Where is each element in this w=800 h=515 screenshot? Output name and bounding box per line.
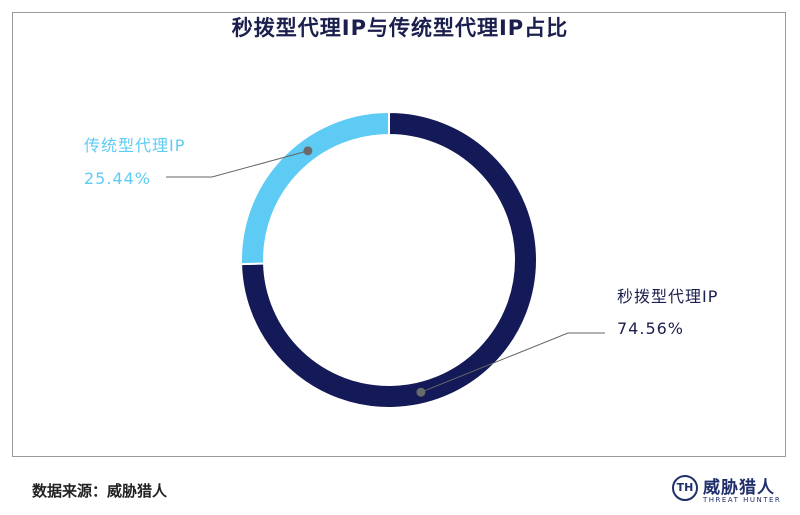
leader-dot-2: [303, 146, 313, 156]
leader-line-2: [166, 150, 308, 178]
leader-dot-1: [416, 387, 426, 397]
data-source-note: 数据来源：威胁猎人: [32, 482, 168, 500]
slice-value-2: 25.44%: [84, 169, 151, 188]
donut-slice-1: [240, 110, 538, 409]
chart-title: 秒拨型代理IP与传统型代理IP占比: [231, 16, 569, 40]
chart-frame: [12, 12, 786, 457]
leader-line-1: [420, 332, 605, 393]
logo-name-cn: 威胁猎人: [703, 478, 775, 498]
donut-slice-2: [240, 110, 390, 266]
logo-mark-icon: TH: [672, 475, 698, 501]
logo-name-en: THREAT HUNTER: [703, 496, 782, 504]
threat-hunter-logo: TH 威胁猎人 THREAT HUNTER: [672, 473, 784, 507]
slice-label-1: 秒拨型代理IP: [617, 287, 718, 306]
slice-label-2: 传统型代理IP: [84, 136, 185, 155]
slice-value-1: 74.56%: [617, 319, 684, 338]
